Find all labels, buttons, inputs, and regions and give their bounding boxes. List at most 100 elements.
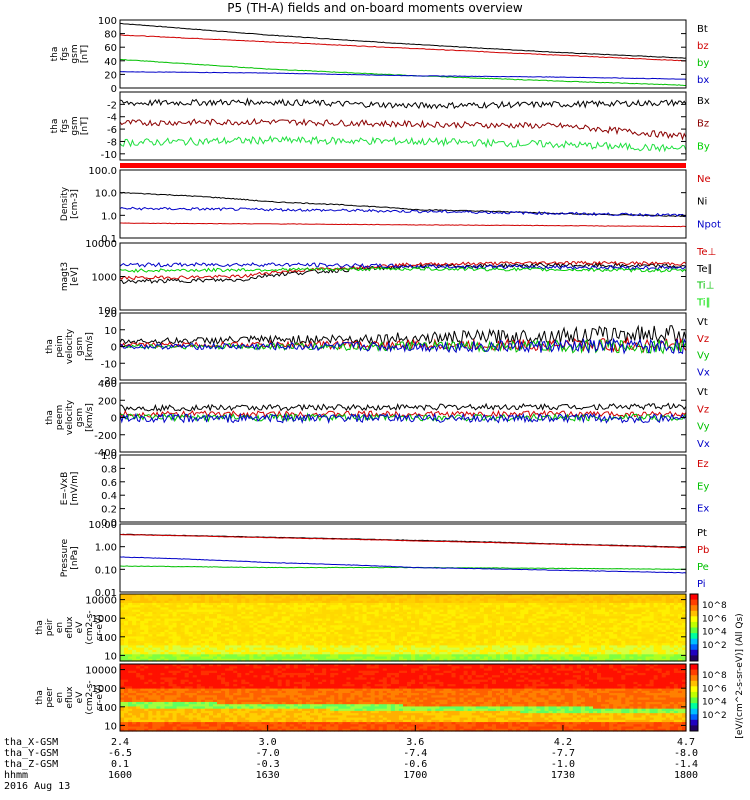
spectrogram-cell bbox=[576, 594, 582, 597]
spectrogram-cell bbox=[463, 645, 469, 649]
spectrogram-cell bbox=[641, 600, 647, 604]
spectrogram-cell bbox=[136, 652, 141, 655]
spectrogram-cell bbox=[245, 645, 250, 649]
spectrogram-cell bbox=[172, 675, 178, 678]
spectrogram-cell bbox=[277, 616, 283, 620]
spectrogram-cell bbox=[204, 643, 210, 646]
spectrogram-cell bbox=[423, 602, 428, 606]
spectrogram-cell bbox=[504, 623, 509, 626]
spectrogram-cell bbox=[588, 618, 594, 622]
spectrogram-cell bbox=[273, 614, 279, 617]
spectrogram-cell bbox=[394, 640, 400, 644]
spectrogram-cell bbox=[217, 611, 222, 615]
spectrogram-cell bbox=[217, 616, 222, 620]
spectrogram-cell bbox=[168, 704, 174, 708]
spectrogram-cell bbox=[520, 645, 525, 649]
spectrogram-cell bbox=[196, 614, 202, 617]
legend-entry: Bt bbox=[697, 24, 708, 35]
spectrogram-cell bbox=[403, 602, 408, 606]
spectrogram-cell bbox=[188, 636, 194, 640]
spectrogram-cell bbox=[326, 636, 331, 640]
spectrogram-cell bbox=[342, 643, 347, 646]
spectrogram-cell bbox=[120, 726, 125, 730]
spectrogram-cell bbox=[225, 609, 230, 613]
spectrogram-cell bbox=[204, 647, 210, 651]
y-tick-label: 0.6 bbox=[101, 478, 117, 489]
spectrogram-cell bbox=[354, 627, 360, 631]
spectrogram-cell bbox=[601, 629, 606, 633]
spectrogram-cell bbox=[237, 658, 242, 662]
spectrogram-cell bbox=[649, 611, 655, 615]
spectrogram-cell bbox=[261, 636, 267, 640]
spectrogram-cell bbox=[180, 688, 186, 692]
spectrogram-cell bbox=[164, 677, 170, 681]
spectrogram-cell bbox=[516, 611, 521, 615]
spectrogram-cell bbox=[560, 614, 566, 617]
spectrogram-cell bbox=[124, 728, 129, 732]
spectrogram-cell bbox=[160, 614, 166, 617]
spectrogram-cell bbox=[221, 649, 226, 653]
spectrogram-cell bbox=[148, 708, 153, 712]
spectrogram-cell bbox=[184, 688, 190, 692]
spectrogram-cell bbox=[124, 605, 129, 608]
spectrogram-cell bbox=[281, 645, 287, 649]
spectrogram-cell bbox=[253, 658, 259, 662]
spectrogram-cell bbox=[273, 645, 279, 649]
spectrogram-cell bbox=[411, 645, 416, 649]
spectrogram-cell bbox=[261, 598, 267, 602]
spectrogram-cell bbox=[407, 618, 412, 622]
spectrogram-cell bbox=[237, 649, 242, 653]
spectrogram-cell bbox=[548, 643, 554, 646]
spectrogram-cell bbox=[588, 627, 594, 631]
spectrogram-cell bbox=[560, 611, 566, 615]
spectrogram-cell bbox=[411, 631, 416, 635]
spectrogram-cell bbox=[140, 618, 145, 622]
spectrogram-cell bbox=[184, 631, 190, 635]
spectrogram-cell bbox=[370, 618, 376, 622]
spectrogram-cell bbox=[617, 652, 622, 655]
spectrogram-cell bbox=[148, 684, 153, 687]
spectrogram-cell bbox=[568, 625, 574, 629]
spectrogram-cell bbox=[500, 623, 505, 626]
spectrogram-cell bbox=[277, 636, 283, 640]
spectrogram-cell bbox=[597, 596, 602, 600]
legend-entry: bz bbox=[697, 41, 709, 52]
spectrogram-cell bbox=[629, 656, 635, 660]
spectrogram-cell bbox=[128, 649, 133, 653]
spectrogram-cell bbox=[200, 654, 206, 658]
spectrogram-cell bbox=[297, 623, 303, 626]
spectrogram-cell bbox=[556, 620, 562, 624]
spectrogram-cell bbox=[568, 629, 574, 633]
spectrogram-cell bbox=[491, 649, 497, 653]
spectrogram-cell bbox=[301, 649, 307, 653]
spectrogram-cell bbox=[188, 693, 194, 696]
spectrogram-cell bbox=[463, 614, 469, 617]
spectrogram-cell bbox=[281, 625, 287, 629]
spectrogram-cell bbox=[378, 602, 384, 606]
spectrogram-cell bbox=[633, 656, 639, 660]
spectrogram-cell bbox=[572, 631, 578, 635]
spectrogram-cell bbox=[257, 611, 263, 615]
spectrogram-cell bbox=[192, 699, 198, 703]
spectrogram-cell bbox=[301, 647, 307, 651]
spectrogram-cell bbox=[673, 605, 679, 608]
spectrogram-cell bbox=[265, 629, 271, 633]
spectrogram-cell bbox=[504, 620, 509, 624]
series-line-Vx bbox=[119, 337, 687, 355]
spectrogram-cell bbox=[225, 594, 230, 597]
spectrogram-cell bbox=[269, 594, 275, 597]
spectrogram-cell bbox=[597, 634, 602, 638]
spectrogram-cell bbox=[491, 620, 497, 624]
spectrogram-cell bbox=[160, 664, 166, 667]
spectrogram-cell bbox=[204, 625, 210, 629]
spectrogram-cell bbox=[184, 649, 190, 653]
spectrogram-cell bbox=[463, 636, 469, 640]
spectrogram-cell bbox=[451, 634, 457, 638]
spectrogram-cell bbox=[552, 643, 558, 646]
spectrogram-cell bbox=[520, 614, 525, 617]
spectrogram-cell bbox=[605, 607, 610, 611]
spectrogram-cell bbox=[330, 647, 335, 651]
spectrogram-cell bbox=[544, 594, 550, 597]
spectrogram-cell bbox=[403, 623, 408, 626]
spectrogram-cell bbox=[217, 623, 222, 626]
